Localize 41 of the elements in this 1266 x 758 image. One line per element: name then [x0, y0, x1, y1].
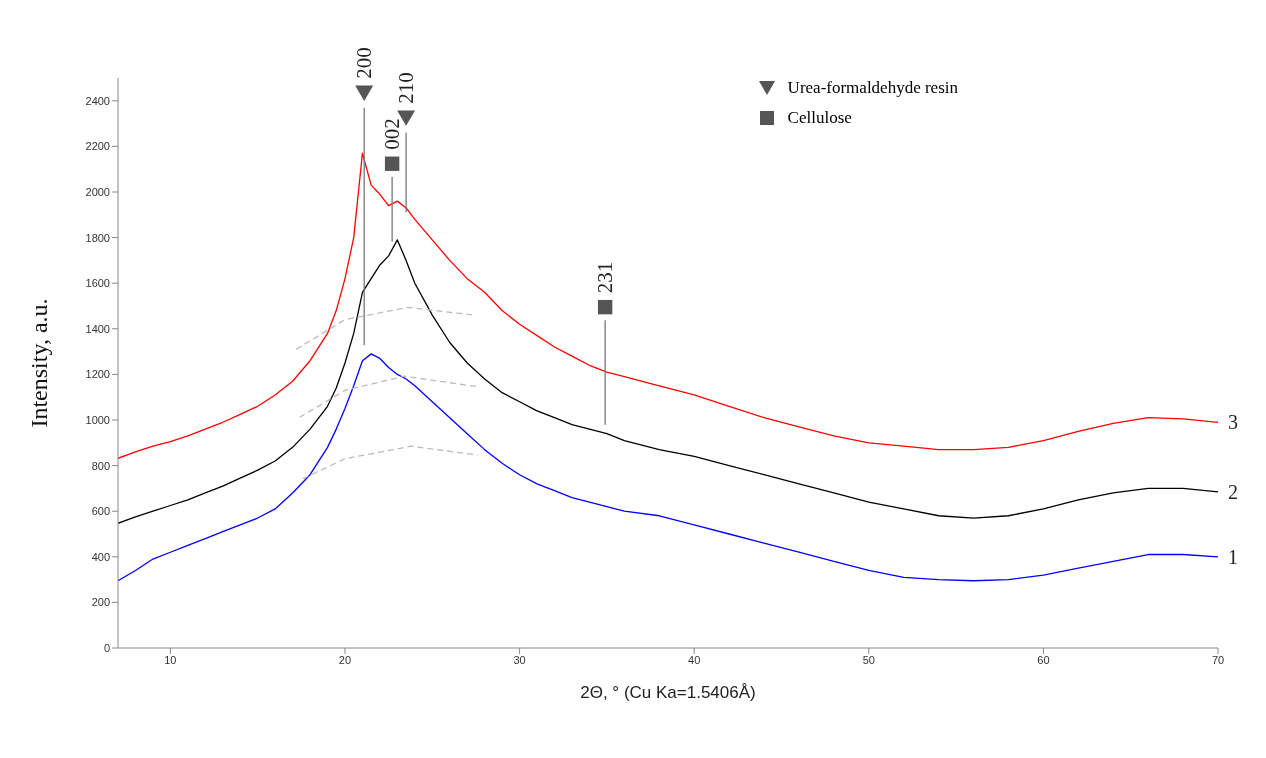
line-series [302, 445, 479, 480]
y-tick-label: 1200 [85, 368, 110, 381]
y-tick-label: 2200 [85, 140, 110, 153]
legend-label: Cellulose [787, 108, 852, 128]
series-label: 1 [1228, 545, 1238, 568]
line-series [118, 353, 1218, 582]
x-tick-label: 40 [688, 653, 701, 666]
y-tick-label: 200 [91, 596, 110, 609]
y-tick-label: 600 [91, 505, 110, 518]
series-label: 3 [1228, 411, 1238, 434]
annotation: 200 [352, 47, 377, 79]
annotation: 210 [394, 72, 419, 104]
point [397, 110, 416, 126]
x-tick-label: 70 [1211, 653, 1225, 666]
y-tick-label: 2000 [85, 185, 110, 198]
y-tick-label: 2400 [85, 94, 110, 107]
line-series [118, 239, 1218, 524]
y-tick-label: 1400 [85, 322, 110, 335]
legend-label: Urea-formaldehyde resin [787, 78, 958, 98]
annotation: 002 [380, 118, 405, 150]
y-tick-label: 0 [103, 641, 110, 654]
y-tick-label: 1600 [85, 277, 110, 290]
line-series [298, 375, 479, 418]
y-tick-label: 1800 [85, 231, 110, 244]
annotation: 231 [593, 261, 618, 294]
x-tick-label: 60 [1037, 653, 1050, 666]
x-tick-label: 10 [164, 653, 177, 666]
y-axis-title: Intensity, a.u. [25, 298, 52, 428]
x-tick-label: 20 [338, 653, 352, 666]
line-series [295, 306, 475, 350]
x-axis-title: 2Θ, ° (Cu Ka=1.5406Å) [580, 683, 756, 702]
line-series [118, 152, 1218, 459]
x-tick-label: 50 [862, 653, 875, 666]
x-tick-label: 30 [513, 653, 526, 666]
point [597, 299, 613, 315]
point [355, 85, 374, 101]
series-label: 2 [1228, 480, 1238, 503]
y-tick-label: 800 [91, 459, 110, 472]
y-tick-label: 1000 [85, 413, 110, 426]
point [384, 156, 400, 171]
y-tick-label: 400 [91, 550, 110, 563]
